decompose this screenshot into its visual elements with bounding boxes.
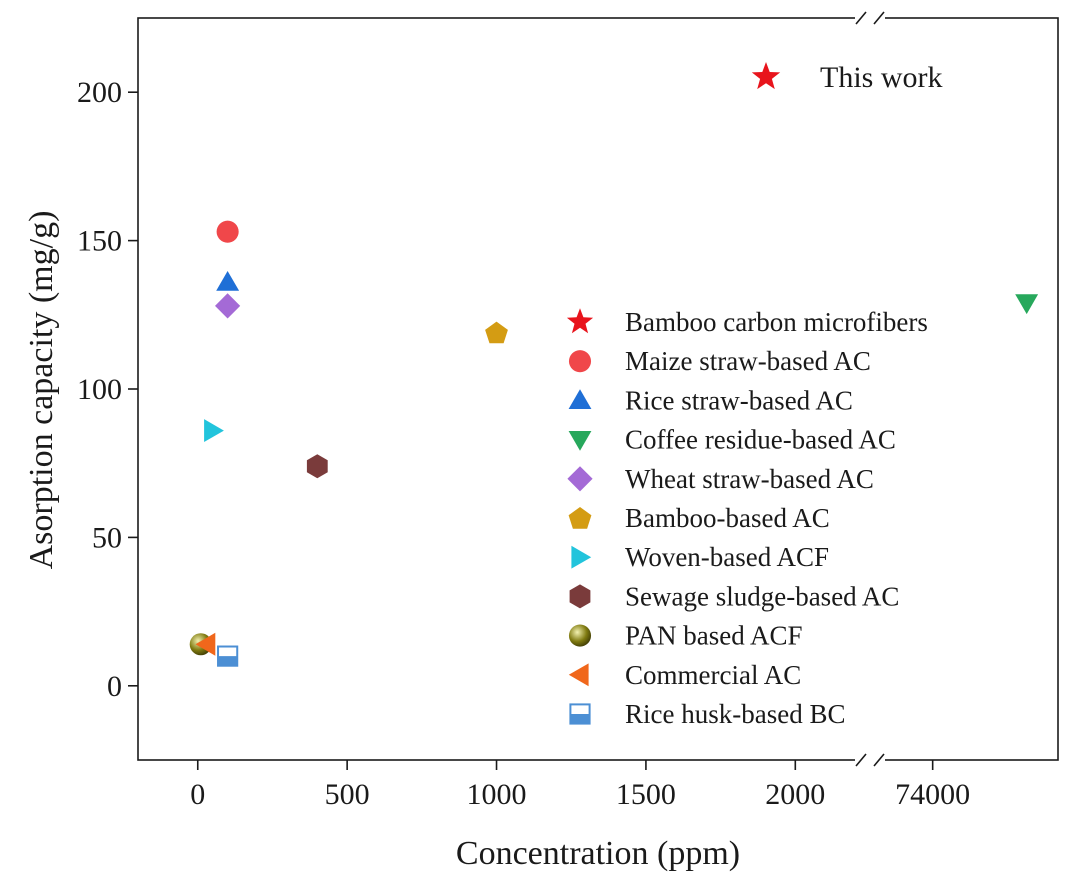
legend-label: Rice straw-based AC — [625, 385, 853, 415]
y-tick-label: 0 — [107, 670, 122, 703]
axis-break-mark — [873, 753, 885, 767]
data-point-shape — [485, 321, 508, 344]
data-point — [195, 632, 216, 656]
data-point-shape — [306, 454, 328, 479]
data-point — [204, 419, 224, 442]
legend-marker — [568, 663, 589, 687]
data-point-shape — [195, 632, 216, 656]
x-tick-label: 2000 — [765, 778, 825, 811]
data-point-fill — [218, 656, 238, 666]
legend-item: Bamboo-based AC — [568, 503, 830, 533]
this-work-annotation: This work — [751, 61, 943, 94]
axis-break-mark — [855, 11, 867, 25]
x-tick-label: 0 — [190, 778, 205, 811]
plot-frame-box — [137, 17, 1059, 761]
legend-label: Commercial AC — [625, 660, 801, 690]
legend-marker — [566, 308, 594, 334]
legend-marker-shape — [568, 389, 592, 409]
data-point — [485, 321, 508, 344]
legend-marker-shape — [568, 431, 592, 451]
data-point-shape — [216, 220, 239, 243]
legend-marker — [568, 624, 592, 647]
legend-marker-shape — [571, 545, 592, 569]
legend-marker — [568, 389, 592, 409]
data-point — [1015, 294, 1039, 315]
legend-marker-shape — [566, 308, 594, 334]
data-point — [216, 220, 239, 243]
legend-label: Bamboo-based AC — [625, 503, 830, 533]
axis-break-mark — [855, 753, 867, 767]
data-point-shape — [215, 293, 241, 319]
axis-break-mark — [873, 11, 885, 25]
data-points — [189, 220, 1039, 667]
legend-marker — [571, 545, 592, 569]
this-work-marker-shape — [751, 62, 781, 90]
legend-label: PAN based ACF — [625, 621, 803, 651]
legend-item: Coffee residue-based AC — [568, 425, 896, 455]
legend: Bamboo carbon microfibers Maize straw-bas… — [566, 307, 928, 729]
legend-item: Bamboo carbon microfibers — [566, 307, 928, 337]
y-tick-label: 200 — [77, 76, 122, 109]
legend-item: Commercial AC — [568, 660, 801, 690]
legend-item: Maize straw-based AC — [568, 346, 871, 376]
legend-marker-shape — [569, 584, 591, 609]
legend-marker — [568, 431, 592, 451]
x-axis-title: Concentration (ppm) — [456, 835, 740, 872]
axis-break-gap-bottom — [855, 752, 885, 768]
y-axis: 0 50 100 150 200 — [77, 76, 138, 703]
legend-marker-shape — [568, 663, 589, 687]
legend-marker — [569, 584, 591, 609]
y-tick-label: 50 — [92, 521, 122, 554]
data-point-shape — [1015, 294, 1039, 315]
x-tick-label: 1500 — [616, 778, 676, 811]
data-point — [306, 454, 328, 479]
legend-marker-shape — [568, 507, 592, 529]
legend-item: Wheat straw-based AC — [567, 464, 874, 494]
x-tick-label: 1000 — [467, 778, 527, 811]
legend-item: Rice husk-based BC — [569, 699, 845, 729]
data-point-shape — [204, 419, 224, 442]
legend-label: Sewage sludge-based AC — [625, 581, 899, 611]
legend-label: Woven-based ACF — [625, 542, 829, 572]
legend-marker — [568, 350, 592, 373]
data-point — [217, 645, 239, 667]
legend-item: Rice straw-based AC — [568, 385, 853, 415]
x-tick-label: 74000 — [895, 778, 970, 811]
legend-label: Rice husk-based BC — [625, 699, 845, 729]
legend-item: Sewage sludge-based AC — [569, 581, 899, 611]
data-point — [215, 293, 241, 319]
legend-label: Wheat straw-based AC — [625, 464, 874, 494]
legend-marker — [568, 507, 592, 529]
legend-marker-fill — [570, 714, 590, 724]
legend-label: Coffee residue-based AC — [625, 425, 896, 455]
plot-frame — [137, 10, 1059, 768]
data-point-shape — [216, 271, 240, 291]
legend-label: Bamboo carbon microfibers — [625, 307, 928, 337]
legend-item: PAN based ACF — [568, 621, 803, 651]
legend-marker — [569, 703, 591, 725]
data-point — [216, 271, 240, 291]
legend-marker — [567, 466, 593, 492]
legend-marker-shape — [568, 624, 592, 647]
axis-break-gap-top — [855, 10, 885, 26]
y-axis-title: Asorption capacity (mg/g) — [23, 211, 60, 570]
x-axis: 0 500 1000 1500 2000 74000 — [190, 760, 970, 811]
y-tick-label: 150 — [77, 225, 122, 258]
y-tick-label: 100 — [77, 373, 122, 406]
this-work-label: This work — [820, 61, 943, 94]
legend-label: Maize straw-based AC — [625, 346, 871, 376]
this-work-marker — [751, 62, 781, 90]
legend-marker-shape — [568, 350, 592, 373]
legend-marker-shape — [567, 466, 593, 492]
x-tick-label: 500 — [325, 778, 370, 811]
legend-item: Woven-based ACF — [571, 542, 829, 572]
